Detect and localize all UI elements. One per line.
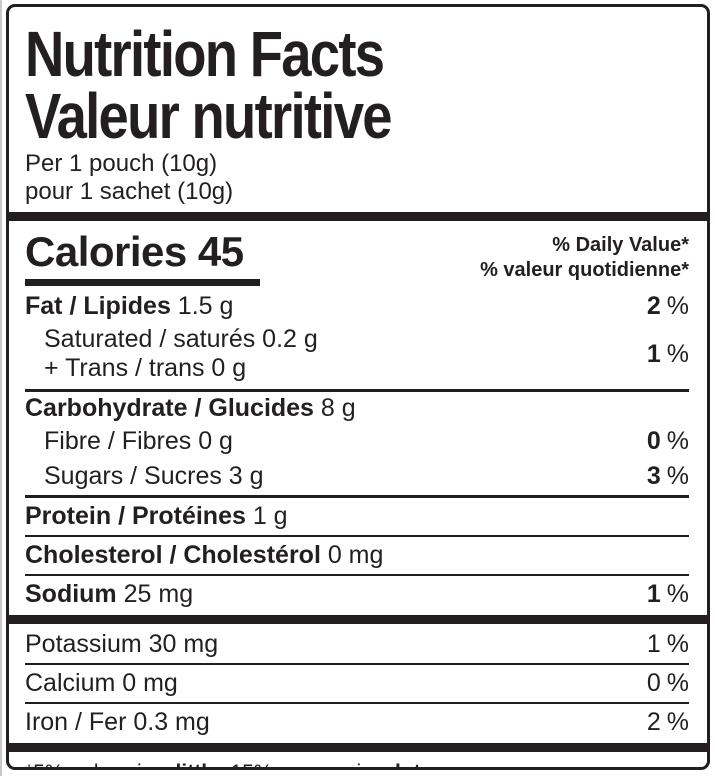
nutrient-row-cholesterol: Cholesterol / Cholestérol 0 mg	[25, 535, 689, 574]
nutrient-row-iron: Iron / Fer 0.3 mg 2%	[25, 702, 689, 741]
daily-value-header-english: % Daily Value*	[552, 234, 689, 256]
thick-rule-bottom	[9, 743, 707, 752]
iron-label: Iron / Fer 0.3 mg	[25, 708, 210, 736]
calories-amount: 45	[197, 228, 244, 275]
serving-info: Per 1 pouch (10g) pour 1 sachet (10g)	[25, 150, 689, 206]
sodium-label: Sodium 25 mg	[25, 580, 194, 608]
protein-label: Protein / Protéines 1 g	[25, 502, 288, 530]
title-french: Valeur nutritive	[25, 80, 393, 152]
saturated-trans-daily-value: 1%	[646, 339, 689, 368]
nutrition-facts-label: Nutrition Facts Valeur nutritive Per 1 p…	[6, 4, 710, 770]
fibre-daily-value: 0%	[646, 427, 689, 455]
nutrient-row-potassium: Potassium 30 mg 1%	[25, 626, 689, 663]
calories-label: Calories	[25, 228, 187, 275]
sugars-label: Sugars / Sucres 3 g	[44, 462, 264, 490]
calories-section: Calories 45 % Daily Value* % valeur quot…	[25, 230, 689, 286]
footnote-english: *5% or less is a little, 15% or more is …	[25, 759, 689, 767]
potassium-label: Potassium 30 mg	[25, 630, 219, 658]
nutrient-row-carbohydrate: Carbohydrate / Glucides 8 g	[25, 389, 689, 425]
label-title: Nutrition Facts Valeur nutritive	[25, 18, 689, 152]
fat-daily-value: 2%	[646, 292, 689, 320]
calcium-label: Calcium 0 mg	[25, 669, 178, 697]
nutrient-row-saturated-trans: Saturated / saturés 0.2 g + Trans / tran…	[25, 323, 689, 385]
nutrient-row-sugars: Sugars / Sucres 3 g 3%	[25, 458, 689, 495]
serving-size-french: pour 1 sachet (10g)	[25, 178, 234, 205]
saturated-label: Saturated / saturés 0.2 g	[44, 325, 318, 353]
serving-size-english: Per 1 pouch (10g)	[25, 150, 218, 177]
trans-label: + Trans / trans 0 g	[44, 354, 247, 382]
saturated-trans-label: Saturated / saturés 0.2 g + Trans / tran…	[25, 325, 318, 383]
potassium-daily-value: 1%	[646, 630, 689, 658]
daily-value-header-french: % valeur quotidienne*	[480, 259, 689, 281]
nutrient-row-protein: Protein / Protéines 1 g	[25, 495, 689, 535]
sodium-daily-value: 1%	[646, 580, 689, 608]
sugars-daily-value: 3%	[646, 462, 689, 490]
title-english: Nutrition Facts	[25, 18, 385, 90]
thick-rule-middle	[9, 615, 707, 624]
calories-value: Calories 45	[25, 230, 260, 286]
thick-rule-top	[9, 212, 707, 221]
calcium-daily-value: 0%	[646, 669, 689, 697]
fibre-label: Fibre / Fibres 0 g	[44, 427, 233, 455]
footnotes: *5% or less is a little, 15% or more is …	[25, 752, 689, 767]
daily-value-header: % Daily Value* % valeur quotidienne*	[480, 230, 689, 283]
fat-label: Fat / Lipides 1.5 g	[25, 292, 234, 320]
iron-daily-value: 2%	[646, 708, 689, 736]
nutrient-row-calcium: Calcium 0 mg 0%	[25, 663, 689, 702]
nutrient-row-fat: Fat / Lipides 1.5 g 2%	[25, 290, 689, 323]
carbohydrate-label: Carbohydrate / Glucides 8 g	[25, 394, 356, 422]
nutrient-row-fibre: Fibre / Fibres 0 g 0%	[25, 425, 689, 458]
cholesterol-label: Cholesterol / Cholestérol 0 mg	[25, 541, 384, 569]
nutrient-row-sodium: Sodium 25 mg 1%	[25, 574, 689, 613]
